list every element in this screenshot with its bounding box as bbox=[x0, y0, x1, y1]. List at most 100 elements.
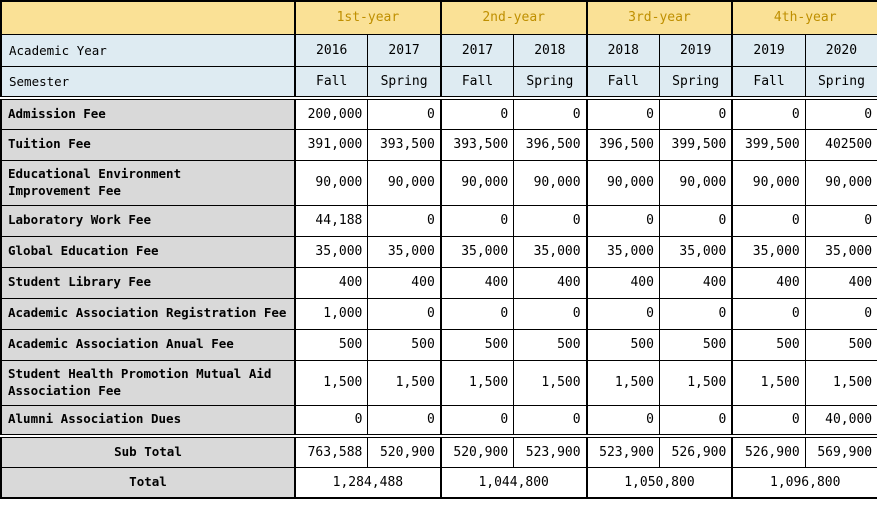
fee-value: 0 bbox=[439, 297, 515, 330]
fee-value: 1,500 bbox=[731, 359, 806, 406]
fee-label: Alumni Association Dues bbox=[0, 404, 296, 437]
fee-value: 0 bbox=[731, 97, 806, 130]
semester-cell: Spring bbox=[658, 65, 733, 100]
fee-value: 500 bbox=[513, 328, 588, 361]
fee-value: 35,000 bbox=[585, 235, 660, 268]
total-label: Total bbox=[0, 466, 296, 499]
fee-value: 90,000 bbox=[439, 159, 515, 206]
fee-value: 0 bbox=[513, 97, 588, 130]
corner-cell bbox=[0, 0, 296, 35]
fee-label: Admission Fee bbox=[0, 97, 296, 130]
total-value: 1,096,800 bbox=[731, 466, 877, 499]
fee-value: 44,188 bbox=[294, 204, 369, 237]
fee-label: Tuition Fee bbox=[0, 128, 296, 161]
fee-value: 393,500 bbox=[439, 128, 515, 161]
fee-label: Academic Association Anual Fee bbox=[0, 328, 296, 361]
semester-row-label: Semester bbox=[0, 65, 296, 100]
fee-value: 90,000 bbox=[367, 159, 442, 206]
fee-value: 0 bbox=[804, 297, 877, 330]
year-group-header: 4th-year bbox=[731, 0, 877, 35]
fee-value: 0 bbox=[294, 404, 369, 437]
fee-value: 0 bbox=[513, 404, 588, 437]
fee-value: 396,500 bbox=[585, 128, 660, 161]
subtotal-value: 526,900 bbox=[731, 434, 806, 468]
academic-year-cell: 2020 bbox=[804, 33, 877, 67]
fee-value: 0 bbox=[439, 204, 515, 237]
fee-value: 400 bbox=[439, 266, 515, 299]
fee-value: 0 bbox=[367, 204, 442, 237]
semester-cell: Fall bbox=[439, 65, 515, 100]
academic-year-cell: 2016 bbox=[294, 33, 369, 67]
fee-value: 0 bbox=[439, 404, 515, 437]
fee-value: 500 bbox=[658, 328, 733, 361]
year-group-header: 3rd-year bbox=[585, 0, 733, 35]
semester-cell: Fall bbox=[731, 65, 806, 100]
fee-value: 500 bbox=[439, 328, 515, 361]
fee-value: 1,000 bbox=[294, 297, 369, 330]
fee-value: 0 bbox=[658, 404, 733, 437]
total-value: 1,284,488 bbox=[294, 466, 442, 499]
fee-value: 0 bbox=[585, 97, 660, 130]
fee-value: 0 bbox=[513, 204, 588, 237]
fee-value: 0 bbox=[367, 97, 442, 130]
fee-value: 0 bbox=[658, 97, 733, 130]
semester-cell: Fall bbox=[585, 65, 660, 100]
fee-value: 0 bbox=[585, 404, 660, 437]
subtotal-value: 523,900 bbox=[513, 434, 588, 468]
fee-value: 0 bbox=[804, 97, 877, 130]
fee-label: Global Education Fee bbox=[0, 235, 296, 268]
academic-year-cell: 2017 bbox=[367, 33, 442, 67]
fee-value: 396,500 bbox=[513, 128, 588, 161]
fee-value: 0 bbox=[513, 297, 588, 330]
fee-value: 0 bbox=[367, 404, 442, 437]
fee-value: 1,500 bbox=[367, 359, 442, 406]
fee-value: 500 bbox=[367, 328, 442, 361]
fee-value: 500 bbox=[731, 328, 806, 361]
fee-value: 400 bbox=[294, 266, 369, 299]
fee-value: 35,000 bbox=[804, 235, 877, 268]
subtotal-label: Sub Total bbox=[0, 434, 296, 468]
fee-value: 400 bbox=[658, 266, 733, 299]
fee-value: 400 bbox=[513, 266, 588, 299]
fee-label: Student Health Promotion Mutual Aid Asso… bbox=[0, 359, 296, 406]
fee-value: 1,500 bbox=[513, 359, 588, 406]
fee-value: 402500 bbox=[804, 128, 877, 161]
fee-value: 1,500 bbox=[658, 359, 733, 406]
subtotal-value: 520,900 bbox=[367, 434, 442, 468]
fee-label: Student Library Fee bbox=[0, 266, 296, 299]
academic-year-cell: 2019 bbox=[731, 33, 806, 67]
fee-value: 1,500 bbox=[585, 359, 660, 406]
fee-value: 0 bbox=[658, 297, 733, 330]
subtotal-value: 763,588 bbox=[294, 434, 369, 468]
fee-value: 90,000 bbox=[585, 159, 660, 206]
fee-value: 1,500 bbox=[804, 359, 877, 406]
fee-label: Academic Association Registration Fee bbox=[0, 297, 296, 330]
fee-value: 0 bbox=[585, 204, 660, 237]
fee-value: 399,500 bbox=[658, 128, 733, 161]
fee-value: 400 bbox=[367, 266, 442, 299]
academic-year-cell: 2018 bbox=[513, 33, 588, 67]
fee-value: 0 bbox=[731, 204, 806, 237]
fee-value: 1,500 bbox=[294, 359, 369, 406]
fee-value: 0 bbox=[731, 297, 806, 330]
semester-cell: Fall bbox=[294, 65, 369, 100]
fee-value: 500 bbox=[804, 328, 877, 361]
fee-value: 35,000 bbox=[367, 235, 442, 268]
semester-cell: Spring bbox=[513, 65, 588, 100]
total-value: 1,044,800 bbox=[439, 466, 588, 499]
fee-value: 400 bbox=[585, 266, 660, 299]
fee-value: 35,000 bbox=[731, 235, 806, 268]
subtotal-value: 520,900 bbox=[439, 434, 515, 468]
fee-value: 1,500 bbox=[439, 359, 515, 406]
fee-value: 400 bbox=[804, 266, 877, 299]
subtotal-value: 526,900 bbox=[658, 434, 733, 468]
fee-label: Educational Environment Improvement Fee bbox=[0, 159, 296, 206]
subtotal-value: 523,900 bbox=[585, 434, 660, 468]
academic-year-cell: 2018 bbox=[585, 33, 660, 67]
fee-value: 90,000 bbox=[658, 159, 733, 206]
year-group-header: 1st-year bbox=[294, 0, 442, 35]
fee-value: 0 bbox=[658, 204, 733, 237]
fee-value: 0 bbox=[804, 204, 877, 237]
semester-cell: Spring bbox=[804, 65, 877, 100]
fee-value: 0 bbox=[367, 297, 442, 330]
